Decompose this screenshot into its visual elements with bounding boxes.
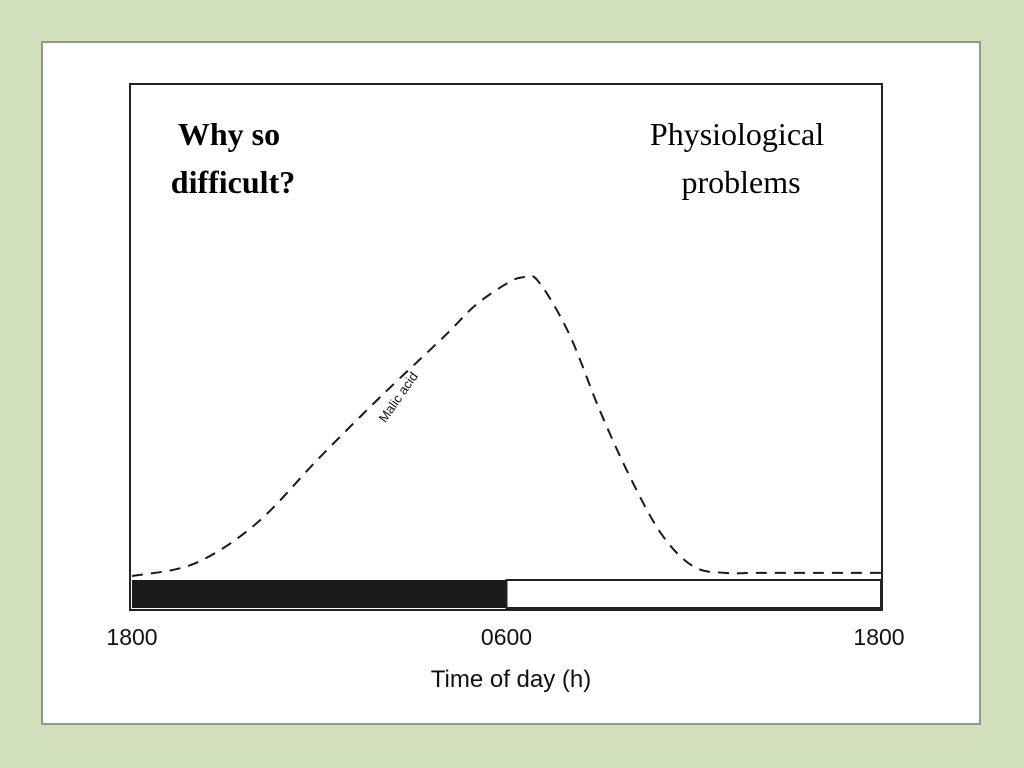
dark-period-bar xyxy=(132,580,507,608)
x-axis-label: Time of day (h) xyxy=(431,666,592,693)
subheading: Physiological problems xyxy=(650,116,832,200)
heading: Why so difficult? xyxy=(171,116,295,200)
subheading-line-2: problems xyxy=(681,164,800,200)
malic-acid-curve xyxy=(131,274,881,577)
x-tick-label-end: 1800 xyxy=(853,624,904,650)
heading-line-1: Why so xyxy=(178,116,280,152)
x-tick-label-start: 1800 xyxy=(106,624,157,650)
subheading-line-1: Physiological xyxy=(650,116,824,152)
heading-line-2: difficult? xyxy=(171,164,295,200)
light-period-bar xyxy=(505,579,882,609)
slide-frame: Why so difficult? Physiological problems… xyxy=(41,41,981,725)
x-tick-label-middle: 0600 xyxy=(481,624,532,650)
chart: Why so difficult? Physiological problems… xyxy=(106,83,905,693)
plot-frame xyxy=(129,83,883,611)
